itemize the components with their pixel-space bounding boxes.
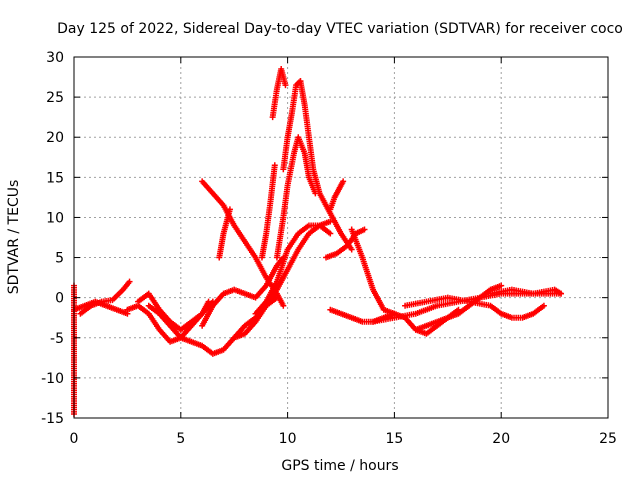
axis-ticks [73, 56, 609, 419]
data-point [348, 246, 355, 253]
x-tick-labels: 0 5 10 15 20 25 [70, 431, 617, 447]
y-tick-label: 15 [46, 170, 64, 186]
y-tick-label: 20 [46, 130, 64, 146]
series-arc-5 [135, 290, 216, 333]
series-arc-13 [273, 134, 319, 261]
x-tick-label: 20 [492, 431, 510, 447]
data-point [327, 230, 334, 237]
x-axis-title: GPS time / hours [281, 458, 398, 474]
y-tick-labels: -15 -10 -5 0 5 10 15 20 25 30 [41, 50, 64, 427]
plot-frame [73, 56, 609, 419]
y-axis-title: SDTVAR / TECUs [6, 180, 22, 295]
series-arc-23 [487, 286, 565, 297]
chart-title: Day 125 of 2022, Sidereal Day-to-day VTE… [57, 21, 623, 37]
series-arc-15 [297, 78, 355, 253]
data-point [280, 302, 287, 309]
data-point [340, 178, 347, 185]
data-point [540, 302, 547, 309]
y-tick-label: 25 [46, 90, 64, 106]
y-tick-label: -10 [41, 371, 64, 387]
y-tick-label: 10 [46, 210, 64, 226]
data-marks [71, 66, 565, 417]
series-arc-10 [216, 206, 233, 261]
x-tick-label: 15 [385, 431, 403, 447]
y-tick-label: -15 [41, 411, 64, 427]
y-tick-label: 5 [55, 251, 64, 267]
data-point [361, 226, 368, 233]
series-arc-12 [269, 66, 289, 121]
data-point [282, 82, 289, 89]
data-point [226, 206, 233, 213]
x-tick-label: 25 [599, 431, 617, 447]
data-point [498, 282, 505, 289]
series-arc-16 [327, 178, 347, 213]
grid-lines [74, 57, 608, 418]
data-point [271, 162, 278, 169]
y-tick-label: 30 [46, 50, 64, 66]
series-arc-8 [199, 178, 287, 309]
series-arc-11 [258, 162, 278, 261]
series-arc-2 [77, 278, 133, 317]
y-tick-label: -5 [50, 331, 64, 347]
data-point [126, 278, 133, 285]
series-arc-22 [412, 282, 505, 333]
data-point [558, 290, 565, 297]
x-tick-label: 10 [279, 431, 297, 447]
x-tick-label: 0 [70, 431, 79, 447]
y-tick-label: 0 [55, 291, 64, 307]
x-tick-label: 5 [176, 431, 185, 447]
series-arc-9 [252, 222, 334, 317]
